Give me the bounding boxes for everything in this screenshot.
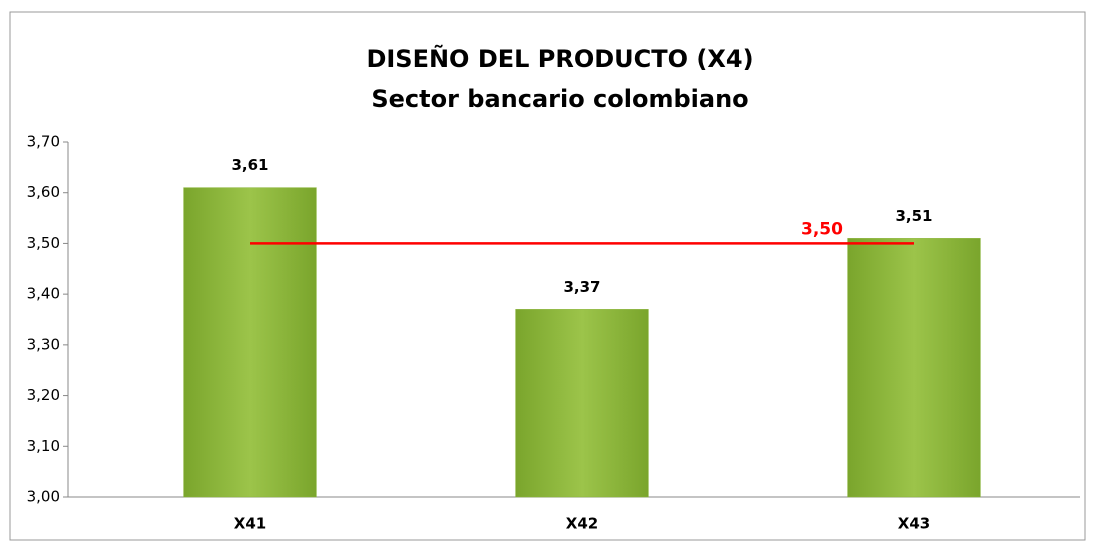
y-tick-label: 3,10 [27,437,60,455]
x-tick-label: X43 [898,515,930,533]
y-tick-label: 3,30 [27,335,60,353]
y-tick-label: 3,70 [27,133,60,151]
bar [515,309,649,498]
reference-label: 3,50 [801,219,843,239]
data-label: 3,37 [563,278,600,296]
y-tick-label: 3,60 [27,183,60,201]
y-tick-label: 3,50 [27,234,60,252]
bar [183,187,317,498]
y-tick-label: 3,40 [27,285,60,303]
chart-title: DISEÑO DEL PRODUCTO (X4) [366,44,753,73]
y-tick-label: 3,20 [27,386,60,404]
y-tick-label: 3,00 [27,488,60,506]
bar [847,238,981,498]
chart-subtitle: Sector bancario colombiano [371,85,748,113]
data-label: 3,51 [895,207,932,225]
data-label: 3,61 [231,156,268,174]
x-tick-label: X42 [566,515,598,533]
x-tick-label: X41 [234,515,266,533]
